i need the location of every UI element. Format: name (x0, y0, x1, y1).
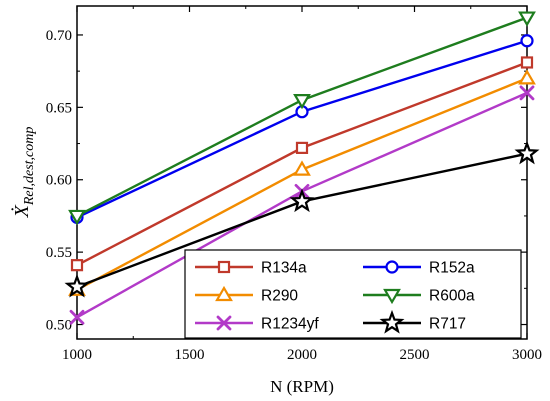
legend-label: R600a (429, 288, 475, 305)
data-point-r134a (295, 141, 309, 154)
series-layer (64, 11, 540, 325)
legend-marker-r600a (383, 288, 401, 305)
legend-item-r1234yf: R1234yf (195, 316, 319, 333)
legend-item-r134a: R134a (195, 260, 307, 277)
x-axis-title: N (RPM) (270, 377, 334, 396)
legend-label: R290 (261, 288, 298, 305)
data-point-r717 (289, 188, 315, 213)
data-point-r1234yf (519, 85, 535, 101)
y-tick-label: 0.55 (46, 245, 72, 261)
data-point-r134a (520, 56, 534, 69)
legend-marker-r717 (379, 309, 405, 334)
legend-item-r152a: R152a (363, 260, 475, 277)
x-tick-label: 2500 (400, 347, 430, 363)
legend-item-r717: R717 (363, 309, 466, 334)
y-axis-title-main: Ẋ (10, 204, 33, 218)
legend-marker-r152a (385, 260, 399, 274)
axis-ticks: 1000 1500 2000 2500 3000 0.50 0.55 0.60 0.65 0.70 (46, 6, 542, 363)
legend-item-r290: R290 (195, 285, 298, 305)
x-tick-label: 2000 (287, 347, 317, 363)
svg-text:ẊRel,dest,comp: ẊRel,dest,comp (10, 127, 37, 219)
data-point-r600a (68, 209, 86, 226)
x-tick-label: 1500 (175, 347, 205, 363)
y-axis-title: ẊRel,dest,comp (10, 127, 37, 219)
y-tick-label: 0.65 (46, 100, 72, 116)
data-point-r134a (70, 259, 84, 272)
data-point-r152a (520, 34, 534, 48)
series-r600a (68, 11, 536, 226)
y-tick-label: 0.70 (46, 28, 72, 44)
x-tick-label: 3000 (512, 347, 542, 363)
series-r717 (64, 140, 540, 298)
series-r134a (70, 56, 534, 272)
legend-marker-r134a (217, 260, 231, 274)
legend-item-r600a: R600a (363, 288, 475, 305)
legend-marker-r290 (215, 285, 233, 302)
data-point-r290 (518, 69, 536, 85)
data-point-r600a (293, 94, 311, 110)
legend-label: R717 (429, 316, 466, 333)
legend-label: R1234yf (261, 316, 319, 333)
y-tick-label: 0.50 (46, 318, 72, 334)
data-point-r290 (293, 160, 311, 176)
y-axis-title-subscript: Rel,dest,comp (22, 127, 37, 207)
y-tick-label: 0.60 (46, 173, 72, 189)
data-point-r717 (64, 273, 90, 298)
legend: R134a R152a R290 R600a R1234yf R717 (184, 249, 522, 339)
legend-label: R134a (261, 260, 307, 277)
data-point-r600a (518, 11, 536, 27)
legend-label: R152a (429, 260, 475, 277)
data-point-r1234yf (69, 309, 85, 325)
legend-marker-r1234yf (216, 315, 232, 331)
data-point-r717 (514, 140, 540, 165)
x-tick-label: 1000 (62, 347, 92, 363)
